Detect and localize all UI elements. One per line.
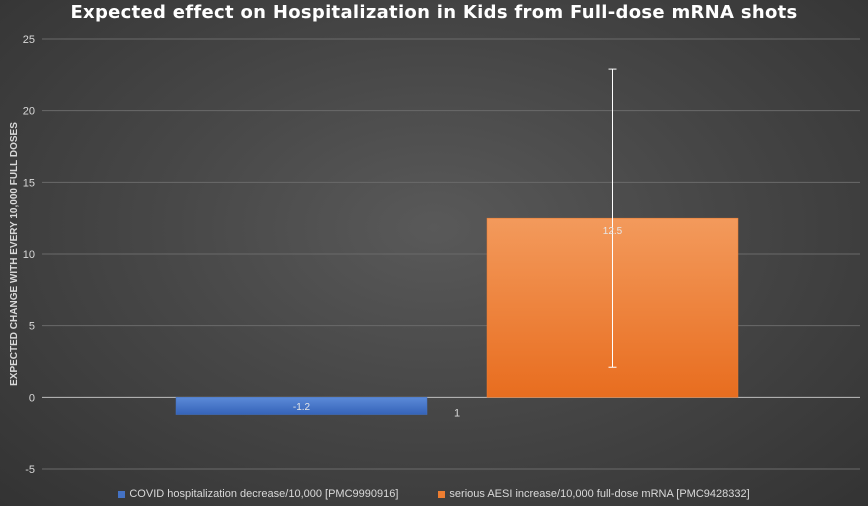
legend-swatch bbox=[118, 490, 126, 498]
y-axis-label: EXPECTED CHANGE WITH EVERY 10,000 FULL D… bbox=[9, 122, 20, 386]
x-category-label: 1 bbox=[454, 407, 460, 419]
legend: COVID hospitalization decrease/10,000 [P… bbox=[0, 488, 868, 500]
y-tick-label: 25 bbox=[23, 34, 35, 46]
y-tick-label: 0 bbox=[29, 392, 35, 404]
legend-entry: serious AESI increase/10,000 full-dose m… bbox=[438, 488, 750, 500]
legend-swatch bbox=[438, 490, 446, 498]
y-tick-label: -5 bbox=[25, 464, 35, 476]
legend-label: COVID hospitalization decrease/10,000 [P… bbox=[129, 488, 399, 500]
data-label: 12.5 bbox=[603, 226, 623, 237]
legend-label: serious AESI increase/10,000 full-dose m… bbox=[449, 488, 750, 500]
data-label: -1.2 bbox=[293, 402, 311, 413]
chart-title: Expected effect on Hospitalization in Ki… bbox=[70, 2, 798, 23]
y-tick-label: 20 bbox=[23, 106, 35, 118]
y-tick-label: 10 bbox=[23, 249, 35, 261]
y-tick-label: 5 bbox=[29, 321, 35, 333]
bar-series-1 bbox=[175, 397, 428, 415]
y-tick-label: 15 bbox=[23, 177, 35, 189]
legend-entry: COVID hospitalization decrease/10,000 [P… bbox=[118, 488, 398, 500]
